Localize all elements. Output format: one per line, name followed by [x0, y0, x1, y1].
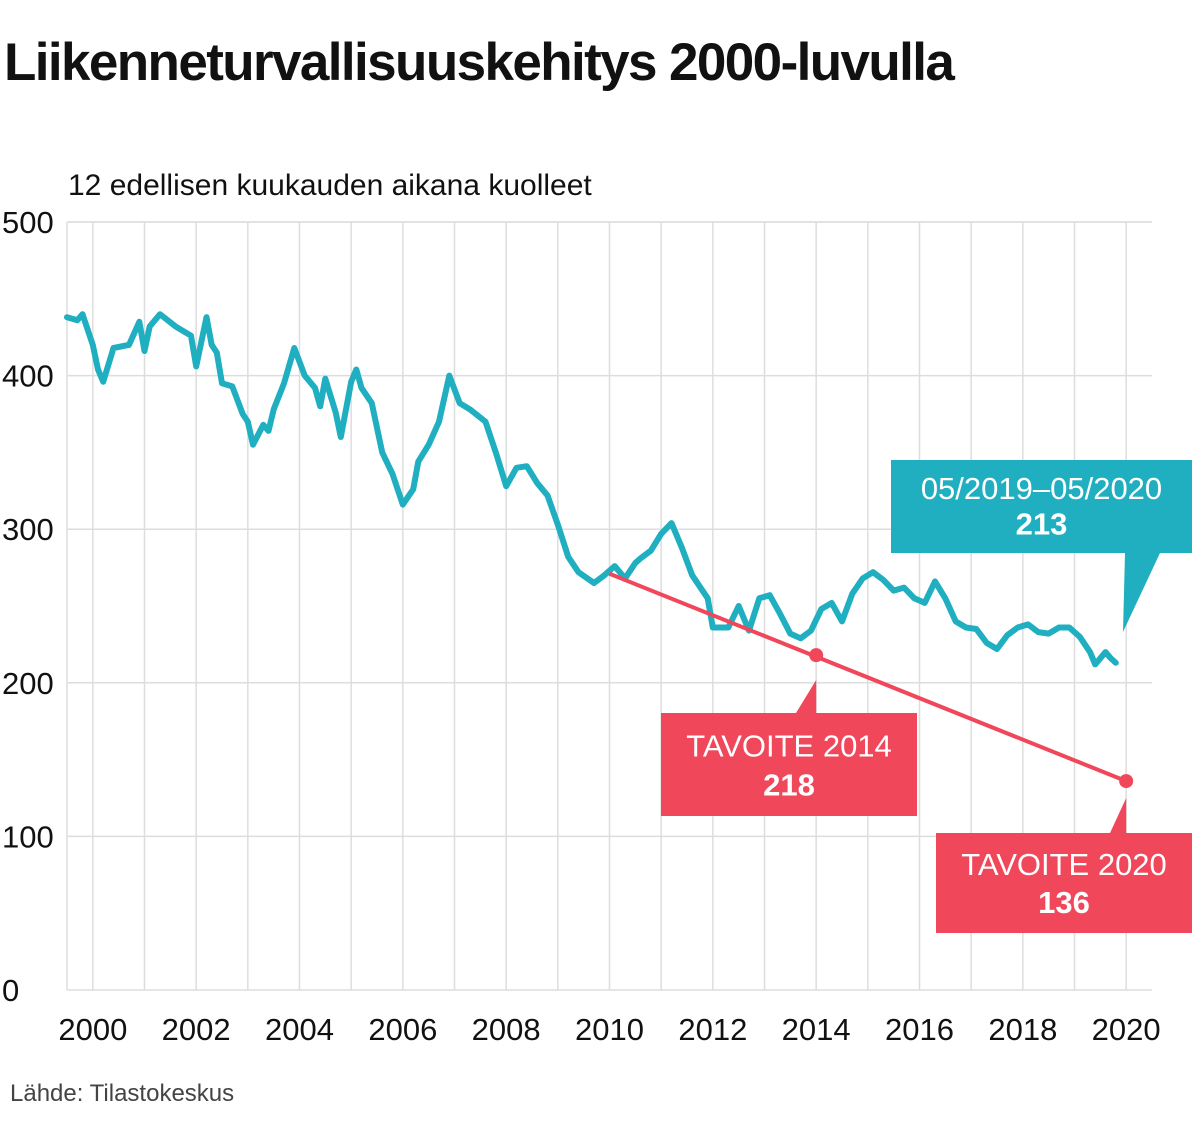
x-tick-label: 2010: [575, 1012, 644, 1047]
target-point: [1119, 774, 1134, 789]
source-note: Lähde: Tilastokeskus: [10, 1080, 235, 1107]
x-tick-label: 2008: [472, 1012, 541, 1047]
x-tick-label: 2018: [988, 1012, 1057, 1047]
callout-target-2020: TAVOITE 2020 136: [936, 798, 1192, 933]
x-tick-label: 2020: [1092, 1012, 1161, 1047]
callout-target-2014: TAVOITE 2014 218: [661, 680, 917, 816]
callout-target-2014-value: 218: [763, 767, 815, 802]
x-tick-label: 2006: [368, 1012, 437, 1047]
x-tick-label: 2016: [885, 1012, 954, 1047]
callout-target-2020-value: 136: [1038, 885, 1090, 920]
y-tick-label: 0: [2, 973, 19, 1008]
callout-target-2014-label: TAVOITE 2014: [686, 728, 892, 763]
y-tick-label: 200: [2, 666, 54, 701]
series-layer: [64, 311, 1134, 789]
x-tick-label: 2014: [782, 1012, 851, 1047]
callout-latest-box: [891, 460, 1192, 632]
callout-latest: 05/2019–05/2020 213: [891, 460, 1192, 632]
y-tick-label: 500: [2, 205, 54, 240]
callouts: 05/2019–05/2020 213 TAVOITE 2014 218 TAV…: [661, 460, 1192, 933]
callout-target-2020-box: [936, 798, 1192, 933]
series-line-deaths: [64, 311, 1119, 668]
y-tick-label: 300: [2, 512, 54, 547]
callout-target-2020-label: TAVOITE 2020: [961, 847, 1167, 882]
y-tick-label: 400: [2, 359, 54, 394]
target-point: [809, 648, 824, 663]
x-tick-label: 2004: [265, 1012, 334, 1047]
grid: [66, 221, 1152, 991]
target-line: [608, 571, 1127, 783]
callout-latest-label: 05/2019–05/2020: [921, 471, 1162, 506]
x-tick-label: 2002: [162, 1012, 231, 1047]
x-tick-label: 2000: [58, 1012, 127, 1047]
callout-latest-value: 213: [1016, 506, 1068, 541]
chart-subtitle: 12 edellisen kuukauden aikana kuolleet: [68, 169, 592, 202]
x-tick-label: 2012: [678, 1012, 747, 1047]
chart-title: Liikenneturvallisuuskehitys 2000-luvulla: [4, 33, 955, 92]
callout-target-2014-box: [661, 680, 917, 816]
axis-labels: 0 100 200 300 400 500 2000 2002 2004 2006 2008 2010…: [2, 205, 1161, 1047]
y-tick-label: 100: [2, 819, 54, 854]
